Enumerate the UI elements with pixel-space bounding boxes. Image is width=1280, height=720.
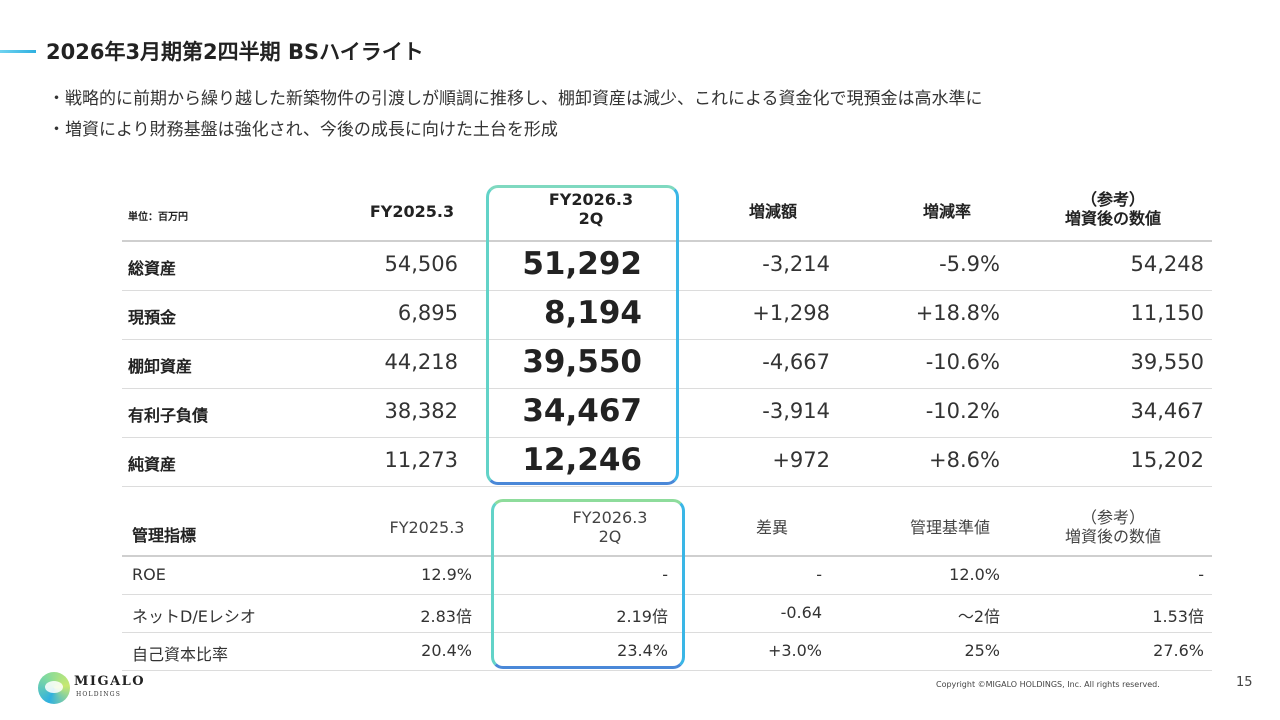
header-reference: （参考） 増資後の数値 bbox=[1022, 190, 1204, 228]
header-current: FY2026.3 2Q bbox=[552, 508, 668, 546]
company-logo: MIGALO HOLDINGS bbox=[38, 670, 148, 706]
value-reference: 15,202 bbox=[1130, 448, 1204, 472]
value-rate: -10.2% bbox=[925, 399, 1000, 423]
bs-table-header: 単位：百万円 FY2025.3 FY2026.3 2Q 増減額 増減率 （参考）… bbox=[122, 186, 1212, 242]
table-row: ROE 12.9% - - 12.0% - bbox=[122, 557, 1212, 595]
slide-title: 2026年3月期第2四半期 BSハイライト bbox=[46, 40, 424, 64]
value-current: 2.19倍 bbox=[616, 607, 668, 626]
value-prev: 44,218 bbox=[384, 350, 458, 374]
header-diff: 差異 bbox=[755, 518, 788, 537]
value-rate: +18.8% bbox=[915, 301, 1000, 325]
row-label: 純資産 bbox=[128, 455, 177, 474]
table-row: 総資産 54,506 51,292 -3,214 -5.9% 54,248 bbox=[122, 242, 1212, 291]
header-current: FY2026.3 2Q bbox=[516, 190, 666, 228]
value-standard: 25% bbox=[964, 641, 1000, 660]
value-prev: 11,273 bbox=[384, 448, 458, 472]
value-prev: 54,506 bbox=[384, 252, 458, 276]
header-reference-line2: 増資後の数値 bbox=[1064, 527, 1161, 546]
row-label: 総資産 bbox=[128, 259, 177, 278]
row-label: ROE bbox=[132, 565, 166, 584]
value-current: 23.4% bbox=[617, 641, 668, 660]
value-diff: -0.64 bbox=[780, 603, 822, 622]
value-prev: 38,382 bbox=[384, 399, 458, 423]
value-reference: 39,550 bbox=[1130, 350, 1204, 374]
value-change: +972 bbox=[772, 448, 830, 472]
value-rate: -5.9% bbox=[939, 252, 1000, 276]
value-standard: 12.0% bbox=[949, 565, 1000, 584]
header-label: 管理指標 bbox=[132, 526, 197, 545]
value-reference: 27.6% bbox=[1153, 641, 1204, 660]
table-row: 現預金 6,895 8,194 +1,298 +18.8% 11,150 bbox=[122, 291, 1212, 340]
header-current-line1: FY2026.3 bbox=[572, 508, 648, 527]
value-prev: 12.9% bbox=[421, 565, 472, 584]
value-reference: 54,248 bbox=[1130, 252, 1204, 276]
header-change: 増減額 bbox=[748, 202, 797, 221]
row-label: 棚卸資産 bbox=[128, 357, 193, 376]
value-rate: -10.6% bbox=[925, 350, 1000, 374]
value-diff: +3.0% bbox=[767, 641, 822, 660]
table-row: ネットD/Eレシオ 2.83倍 2.19倍 -0.64 ～2倍 1.53倍 bbox=[122, 595, 1212, 633]
value-reference: - bbox=[1198, 565, 1204, 584]
value-change: -3,914 bbox=[762, 399, 830, 423]
value-current: 12,246 bbox=[522, 442, 642, 478]
header-current-line1: FY2026.3 bbox=[548, 190, 634, 209]
header-reference: （参考） 増資後の数値 bbox=[1022, 508, 1204, 546]
value-change: +1,298 bbox=[752, 301, 830, 325]
copyright-text: Copyright ©MIGALO HOLDINGS, Inc. All rig… bbox=[936, 680, 1160, 689]
value-prev: 20.4% bbox=[421, 641, 472, 660]
header-current-line2: 2Q bbox=[598, 527, 622, 546]
bullet-list: ・戦略的に前期から繰り越した新築物件の引渡しが順調に推移し、棚卸資産は減少、これ… bbox=[48, 84, 983, 146]
value-change: -3,214 bbox=[762, 252, 830, 276]
row-label: 自己資本比率 bbox=[132, 645, 229, 664]
value-diff: - bbox=[816, 565, 822, 584]
header-prev: FY2025.3 bbox=[369, 202, 455, 221]
unit-label: 単位：百万円 bbox=[128, 212, 188, 223]
value-current: 8,194 bbox=[543, 295, 642, 331]
value-change: -4,667 bbox=[762, 350, 830, 374]
value-current: 39,550 bbox=[522, 344, 642, 380]
value-current: - bbox=[662, 565, 668, 584]
header-rate: 増減率 bbox=[922, 202, 971, 221]
header-prev: FY2025.3 bbox=[389, 518, 465, 537]
header-standard: 管理基準値 bbox=[909, 518, 990, 537]
value-reference: 1.53倍 bbox=[1152, 607, 1204, 626]
header-current-line2: 2Q bbox=[578, 209, 604, 228]
bs-table: 単位：百万円 FY2025.3 FY2026.3 2Q 増減額 増減率 （参考）… bbox=[122, 186, 1212, 487]
value-rate: +8.6% bbox=[929, 448, 1000, 472]
value-prev: 2.83倍 bbox=[420, 607, 472, 626]
logo-mark-icon bbox=[38, 672, 70, 704]
value-prev: 6,895 bbox=[397, 301, 458, 325]
bullet-item: ・戦略的に前期から繰り越した新築物件の引渡しが順調に推移し、棚卸資産は減少、これ… bbox=[48, 89, 983, 109]
logo-subtitle: HOLDINGS bbox=[76, 691, 122, 698]
page-number: 15 bbox=[1236, 675, 1253, 690]
header-reference-line1: （参考） bbox=[1080, 190, 1145, 209]
value-current: 51,292 bbox=[522, 246, 642, 282]
title-accent-line bbox=[0, 50, 36, 53]
kpi-table: 管理指標 FY2025.3 FY2026.3 2Q 差異 管理基準値 （参考） … bbox=[122, 500, 1212, 671]
logo-name: MIGALO bbox=[74, 674, 146, 689]
header-reference-line2: 増資後の数値 bbox=[1064, 209, 1161, 228]
row-label: ネットD/Eレシオ bbox=[132, 607, 256, 626]
table-row: 純資産 11,273 12,246 +972 +8.6% 15,202 bbox=[122, 438, 1212, 487]
value-standard: ～2倍 bbox=[957, 607, 1000, 626]
row-label: 有利子負債 bbox=[128, 406, 209, 425]
value-reference: 11,150 bbox=[1130, 301, 1204, 325]
table-row: 棚卸資産 44,218 39,550 -4,667 -10.6% 39,550 bbox=[122, 340, 1212, 389]
bullet-item: ・増資により財務基盤は強化され、今後の成長に向けた土台を形成 bbox=[48, 120, 558, 140]
value-current: 34,467 bbox=[522, 393, 642, 429]
table-row: 自己資本比率 20.4% 23.4% +3.0% 25% 27.6% bbox=[122, 633, 1212, 671]
kpi-table-header: 管理指標 FY2025.3 FY2026.3 2Q 差異 管理基準値 （参考） … bbox=[122, 500, 1212, 557]
header-reference-line1: （参考） bbox=[1080, 508, 1145, 527]
row-label: 現預金 bbox=[128, 308, 177, 327]
value-reference: 34,467 bbox=[1130, 399, 1204, 423]
table-row: 有利子負債 38,382 34,467 -3,914 -10.2% 34,467 bbox=[122, 389, 1212, 438]
